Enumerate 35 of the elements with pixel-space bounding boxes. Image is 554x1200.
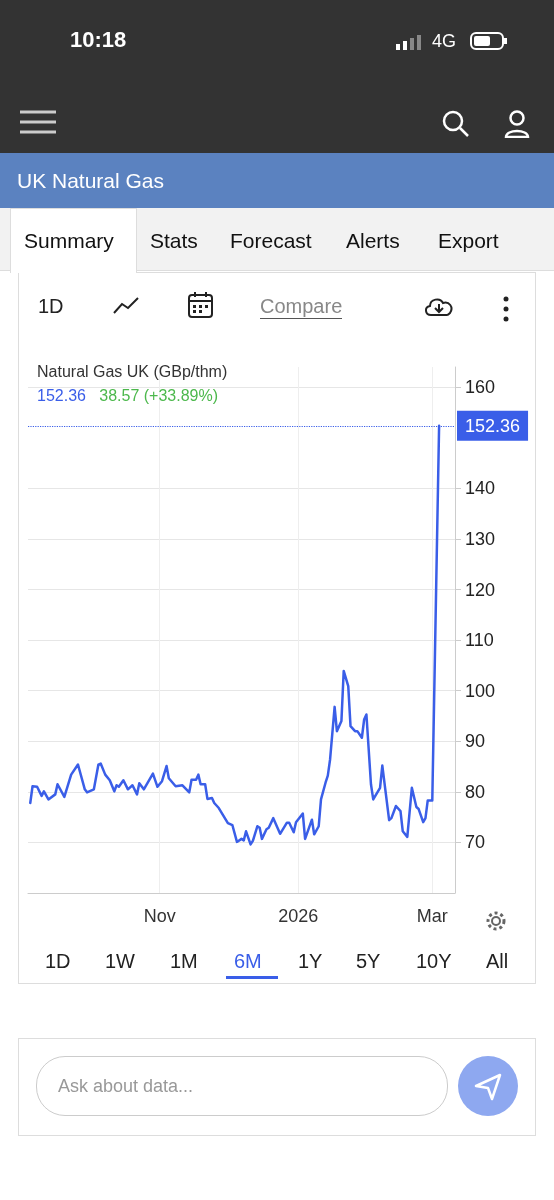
y-tick-label: 100 [465, 680, 496, 701]
text: Compare [260, 295, 343, 319]
text: UK Natural Gas [17, 169, 165, 193]
text: 6M [234, 950, 262, 973]
text: 1W [105, 950, 135, 973]
x-tick-label: Mar [416, 906, 448, 926]
x-tick-label: Nov [143, 906, 176, 926]
text: 1D [38, 295, 64, 318]
y-tick-label: 110 [465, 630, 494, 651]
text: 1M [170, 950, 198, 973]
text: 10Y [416, 950, 452, 973]
x-tick-label: 2026 [278, 906, 319, 926]
text: Ask about data... [58, 1076, 194, 1097]
ref-line-label: 152.36 [465, 415, 521, 436]
text: Export [438, 229, 499, 253]
text: 1D [45, 950, 71, 973]
y-tick-label: 80 [465, 781, 486, 802]
text: Summary [24, 229, 114, 253]
y-tick-label: 140 [465, 478, 496, 499]
annotation: 38.57 (+33.89%) [99, 386, 219, 404]
text: All [486, 950, 509, 973]
y-tick-label: 90 [465, 731, 486, 752]
y-tick-label: 120 [465, 579, 496, 600]
text: 152.36 [37, 386, 87, 404]
text: 5Y [356, 950, 381, 973]
chart-title: Natural Gas UK (GBp/thm) [37, 362, 228, 380]
text: Forecast [230, 229, 312, 253]
text: 1Y [298, 950, 323, 973]
y-tick-label: 70 [465, 832, 486, 853]
text: 4G [432, 31, 457, 52]
text: Stats [150, 229, 198, 253]
text: Alerts [346, 229, 400, 253]
y-tick-label: 130 [465, 528, 496, 549]
text: 10:18 [70, 27, 127, 53]
y-tick-label: 160 [465, 377, 496, 398]
